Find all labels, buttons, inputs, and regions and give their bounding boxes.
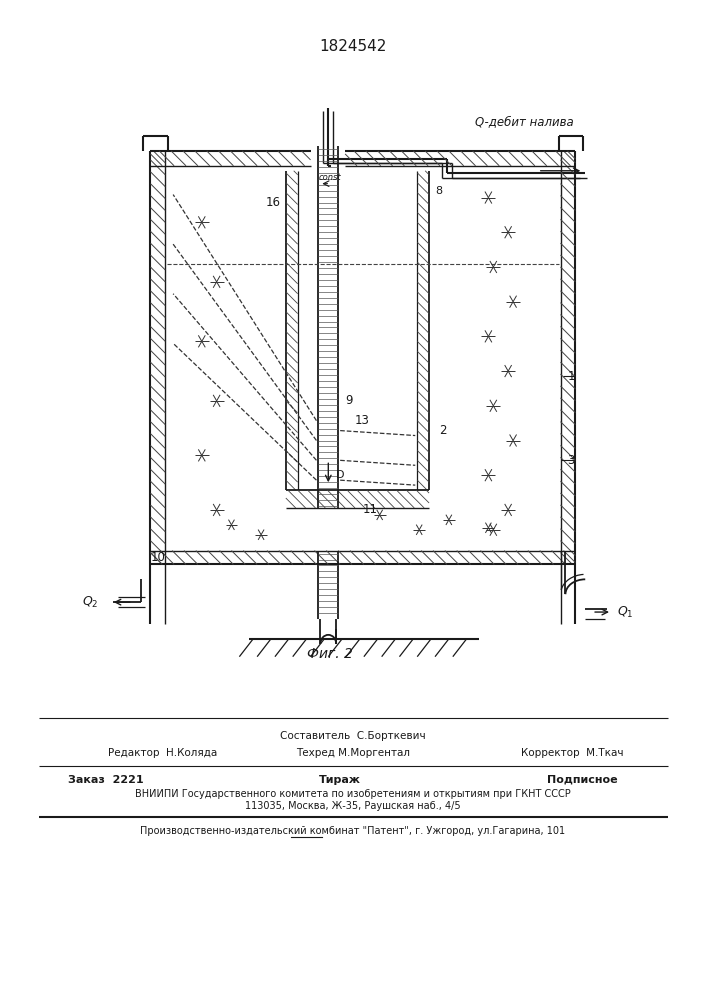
Text: $Q_1$: $Q_1$ <box>617 605 633 620</box>
Text: 2: 2 <box>439 424 447 437</box>
Text: 113035, Москва, Ж-35, Раушская наб., 4/5: 113035, Москва, Ж-35, Раушская наб., 4/5 <box>245 801 461 811</box>
Text: Редактор  Н.Коляда: Редактор Н.Коляда <box>108 748 217 758</box>
Text: 10: 10 <box>151 551 165 564</box>
Text: 9: 9 <box>345 394 353 407</box>
Text: 8: 8 <box>436 186 443 196</box>
Text: D: D <box>337 470 345 480</box>
Text: Корректор  М.Ткач: Корректор М.Ткач <box>521 748 624 758</box>
Text: 13: 13 <box>355 414 370 427</box>
Text: 3: 3 <box>568 454 575 467</box>
Text: Фиг. 2: Фиг. 2 <box>308 647 354 661</box>
Text: 1824542: 1824542 <box>320 39 387 54</box>
Text: Тираж: Тираж <box>319 775 361 785</box>
Text: $Q_2$: $Q_2$ <box>81 595 98 610</box>
Text: Заказ  2221: Заказ 2221 <box>69 775 144 785</box>
Text: 1: 1 <box>568 370 575 383</box>
Text: const: const <box>319 173 341 182</box>
Text: Производственно-издательский комбинат "Патент", г. Ужгород, ул.Гагарина, 101: Производственно-издательский комбинат "П… <box>141 826 566 836</box>
Text: 16: 16 <box>266 196 281 209</box>
Text: ВНИИПИ Государственного комитета по изобретениям и открытиям при ГКНТ СССР: ВНИИПИ Государственного комитета по изоб… <box>135 789 571 799</box>
Text: Техред М.Моргентал: Техред М.Моргентал <box>296 748 410 758</box>
Text: Составитель  С.Борткевич: Составитель С.Борткевич <box>280 731 426 741</box>
Text: 11: 11 <box>362 503 378 516</box>
Text: Q-дебит налива: Q-дебит налива <box>474 115 573 128</box>
Text: Подписное: Подписное <box>547 775 618 785</box>
